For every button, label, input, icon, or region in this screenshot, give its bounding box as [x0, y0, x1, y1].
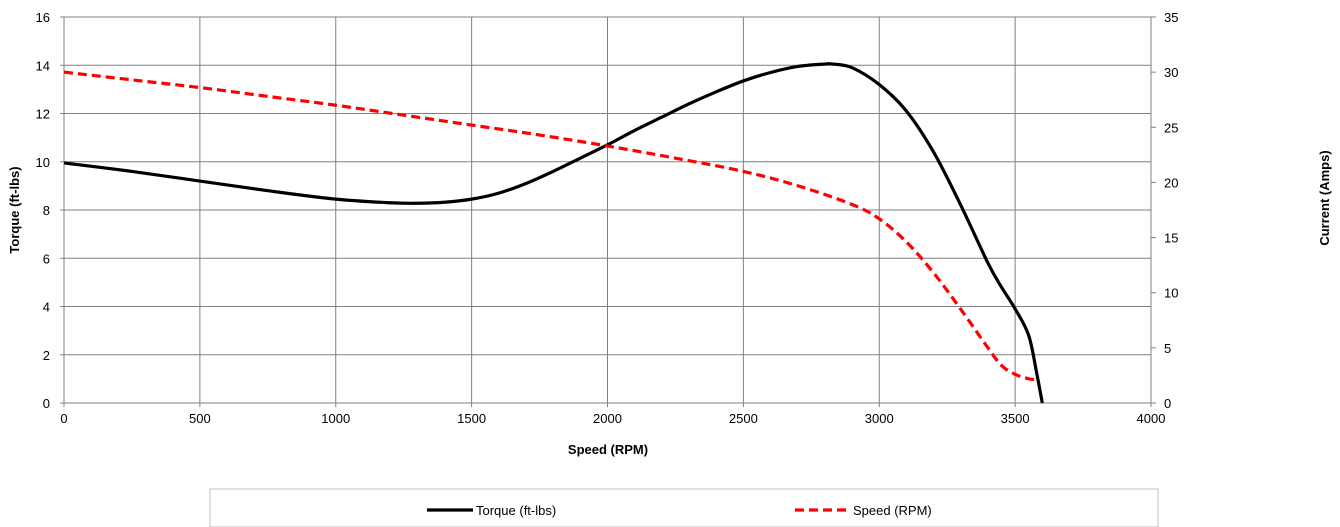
y-axis-ticks: 0 2 4 6 8 10 12 14 16	[36, 10, 64, 411]
y2-tick-label: 10	[1164, 286, 1178, 301]
x-axis-title: Speed (RPM)	[568, 442, 648, 457]
y2-tick-label: 30	[1164, 65, 1178, 80]
y2-axis-ticks: 0 5 10 15 20 25 30 35	[1151, 10, 1178, 411]
x-tick-label: 2500	[729, 411, 758, 426]
x-tick-label: 4000	[1137, 411, 1166, 426]
chart-gridlines	[64, 17, 1151, 403]
y2-tick-label: 5	[1164, 341, 1171, 356]
y2-axis-title: Current (Amps)	[1317, 150, 1332, 245]
y-tick-label: 2	[43, 348, 50, 363]
y2-tick-label: 20	[1164, 175, 1178, 190]
y-tick-label: 6	[43, 251, 50, 266]
x-tick-label: 3500	[1001, 411, 1030, 426]
y2-tick-label: 25	[1164, 120, 1178, 135]
y-axis-title: Torque (ft-lbs)	[7, 166, 22, 253]
x-axis-ticks: 0 500 1000 1500 2000 2500 3000 3500 4000	[60, 403, 1165, 426]
series-layer	[63, 62, 1044, 404]
y-tick-label: 10	[36, 155, 50, 170]
y2-tick-label: 35	[1164, 10, 1178, 25]
torque-series-line	[63, 62, 1044, 404]
x-tick-label: 3000	[865, 411, 894, 426]
legend: Torque (ft-lbs) Speed (RPM)	[209, 488, 1159, 527]
y-tick-label: 0	[43, 396, 50, 411]
y-tick-label: 4	[43, 300, 50, 315]
y-tick-label: 16	[36, 10, 50, 25]
y-tick-label: 8	[43, 203, 50, 218]
x-tick-label: 1500	[457, 411, 486, 426]
speed-series-line	[63, 70, 1038, 382]
y-tick-label: 12	[36, 107, 50, 122]
legend-label-torque: Torque (ft-lbs)	[476, 503, 556, 518]
legend-label-speed: Speed (RPM)	[853, 503, 932, 518]
x-tick-label: 0	[60, 411, 67, 426]
legend-box	[209, 488, 1159, 527]
y2-tick-label: 0	[1164, 396, 1171, 411]
x-tick-label: 500	[189, 411, 211, 426]
x-tick-label: 1000	[321, 411, 350, 426]
y2-tick-label: 15	[1164, 231, 1178, 246]
x-tick-label: 2000	[593, 411, 622, 426]
y-tick-label: 14	[36, 58, 50, 73]
